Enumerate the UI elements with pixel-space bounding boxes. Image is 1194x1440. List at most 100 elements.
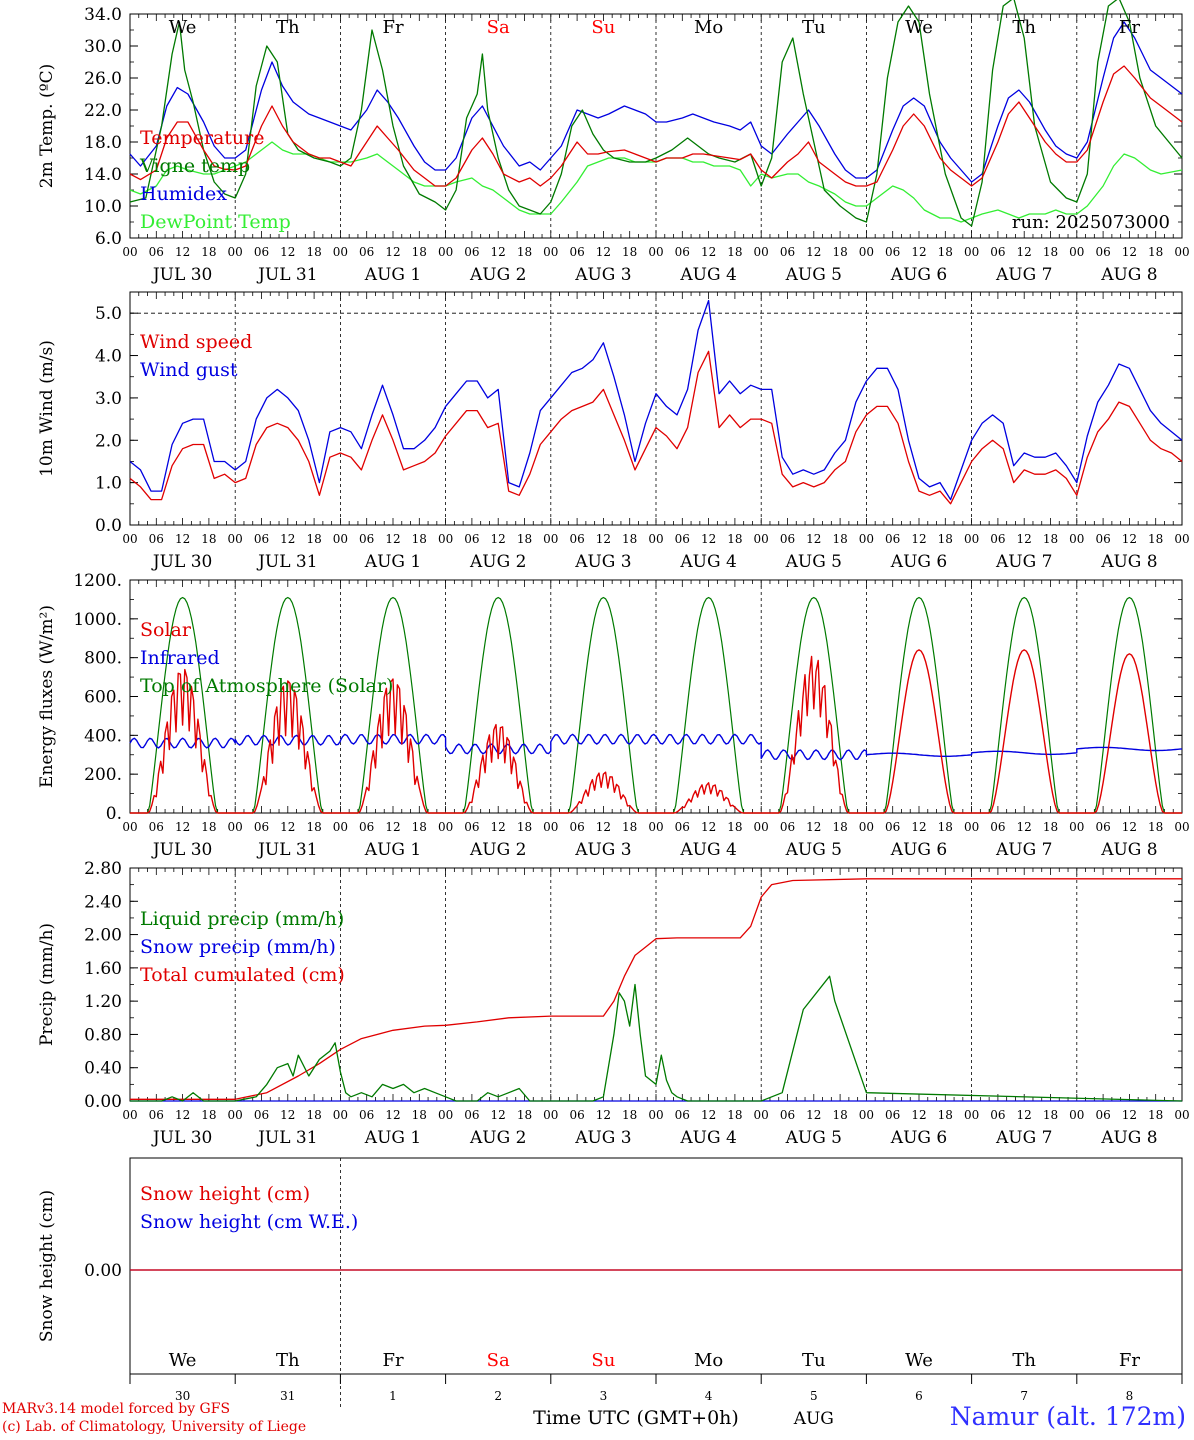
hour-tick-label: 12 [280, 1108, 295, 1122]
hour-tick-label: 18 [727, 820, 742, 834]
y-tick-label: 1000. [73, 610, 122, 630]
hour-tick-label: 00 [859, 532, 874, 546]
date-label: AUG 5 [785, 265, 842, 285]
weekday-label: Th [276, 1350, 300, 1371]
hour-tick-label: 06 [780, 245, 795, 259]
hour-tick-label: 12 [280, 820, 295, 834]
weekday-label: We [905, 17, 933, 38]
day-number: 4 [705, 1389, 713, 1403]
hour-tick-label: 12 [385, 820, 400, 834]
hour-tick-label: 12 [911, 1108, 926, 1122]
date-label: AUG 7 [995, 840, 1052, 860]
panel-snow: 0.00 Snow height (cm) Snow height (cm) Snow… [37, 1157, 1183, 1429]
y-tick-label: 3.0 [95, 389, 122, 409]
hour-tick-label: 00 [1069, 1108, 1084, 1122]
y-tick-label: 4.0 [95, 347, 122, 367]
panel-wind: 00 06 12 18 00 06 12 18 00 06 12 18 00 06 12 18 00 06 12 18… [37, 291, 1190, 572]
hour-tick-label: 12 [911, 532, 926, 546]
hour-tick-label: 18 [832, 532, 847, 546]
hour-tick-label: 06 [569, 245, 584, 259]
hour-tick-label: 06 [359, 532, 374, 546]
hour-tick-label: 12 [806, 532, 821, 546]
day-number: 31 [280, 1389, 295, 1403]
date-label: AUG 1 [364, 265, 421, 285]
hour-tick-label: 12 [596, 532, 611, 546]
weekday-label: Sa [487, 1350, 510, 1371]
hour-tick-label: 12 [806, 820, 821, 834]
weekday-label: Fr [382, 1350, 403, 1371]
hour-tick-label: 06 [569, 532, 584, 546]
y-tick-label: 1.0 [95, 474, 122, 494]
hour-tick-label: 06 [990, 820, 1005, 834]
hour-tick-label: 18 [1043, 1108, 1058, 1122]
hour-tick-label: 18 [727, 1108, 742, 1122]
date-label: AUG 2 [469, 265, 526, 285]
hour-tick-label: 12 [1017, 1108, 1032, 1122]
hour-tick-label: 06 [254, 820, 269, 834]
hour-tick-label: 06 [1095, 820, 1110, 834]
y-tick-label: 1.60 [84, 959, 122, 979]
hour-tick-label: 18 [1148, 1108, 1163, 1122]
y-tick-label: 1200. [73, 571, 122, 591]
month-label: AUG [793, 1409, 834, 1429]
hour-tick-label: 18 [938, 245, 953, 259]
hour-tick-label: 00 [438, 532, 453, 546]
hour-tick-label: 18 [622, 1108, 637, 1122]
hour-tick-label: 00 [754, 1108, 769, 1122]
hour-tick-label: 00 [859, 245, 874, 259]
panel-precip: 00 06 12 18 00 06 12 18 00 06 12 18 00 06 12 18 00 06 12 18… [37, 859, 1190, 1148]
y-axis-title: Energy fluxes (W/m²) [37, 605, 57, 788]
y-tick-label: 600. [84, 688, 122, 708]
hour-tick-label: 06 [149, 532, 164, 546]
y-tick-label: 5.0 [95, 304, 122, 324]
credit-line-2: (c) Lab. of Climatology, University of L… [2, 1419, 307, 1435]
hour-tick-label: 12 [280, 245, 295, 259]
hour-tick-label: 00 [333, 532, 348, 546]
hour-tick-label: 12 [596, 820, 611, 834]
hour-tick-label: 12 [911, 820, 926, 834]
y-tick-label: 0. [106, 804, 122, 824]
legend-entry: Snow precip (mm/h) [140, 936, 336, 958]
date-label: AUG 4 [679, 265, 736, 285]
hour-tick-label: 00 [1069, 820, 1084, 834]
date-label: AUG 3 [574, 552, 631, 572]
day-number: 2 [494, 1389, 502, 1403]
date-label: AUG 3 [574, 840, 631, 860]
hour-tick-label: 12 [385, 245, 400, 259]
hour-tick-label: 18 [622, 532, 637, 546]
hour-tick-label: 12 [175, 1108, 190, 1122]
hour-tick-label: 06 [675, 1108, 690, 1122]
date-label: AUG 6 [890, 552, 947, 572]
hour-tick-label: 06 [569, 820, 584, 834]
hour-tick-label: 12 [385, 1108, 400, 1122]
y-tick-label: 2.00 [84, 926, 122, 946]
hour-tick-label: 00 [543, 532, 558, 546]
date-label: AUG 6 [890, 1128, 947, 1148]
y-tick-label: 400. [84, 726, 122, 746]
hour-tick-label: 06 [675, 532, 690, 546]
hour-tick-label: 00 [228, 820, 243, 834]
hour-tick-label: 06 [1095, 532, 1110, 546]
hour-tick-label: 18 [517, 532, 532, 546]
hour-tick-label: 00 [754, 820, 769, 834]
hour-tick-label: 00 [1174, 820, 1189, 834]
hour-tick-label: 00 [543, 1108, 558, 1122]
date-label: JUL 30 [151, 1128, 212, 1148]
y-tick-label: 1.20 [84, 992, 122, 1012]
date-label: AUG 8 [1100, 552, 1157, 572]
hour-tick-label: 06 [780, 532, 795, 546]
hour-tick-label: 18 [832, 245, 847, 259]
hour-tick-label: 00 [648, 820, 663, 834]
series-infrared [129, 733, 1183, 761]
weekday-label: We [169, 1350, 197, 1371]
legend-entry: Temperature [140, 127, 264, 149]
hour-tick-label: 18 [306, 1108, 321, 1122]
hour-tick-label: 18 [517, 820, 532, 834]
hour-tick-label: 12 [385, 532, 400, 546]
weekday-label: Su [591, 1350, 615, 1371]
weekday-label: Fr [1119, 1350, 1140, 1371]
hour-tick-label: 18 [1148, 820, 1163, 834]
hour-tick-label: 18 [1043, 820, 1058, 834]
y-tick-label: 2.80 [84, 859, 122, 879]
weekday-label: We [169, 17, 197, 38]
